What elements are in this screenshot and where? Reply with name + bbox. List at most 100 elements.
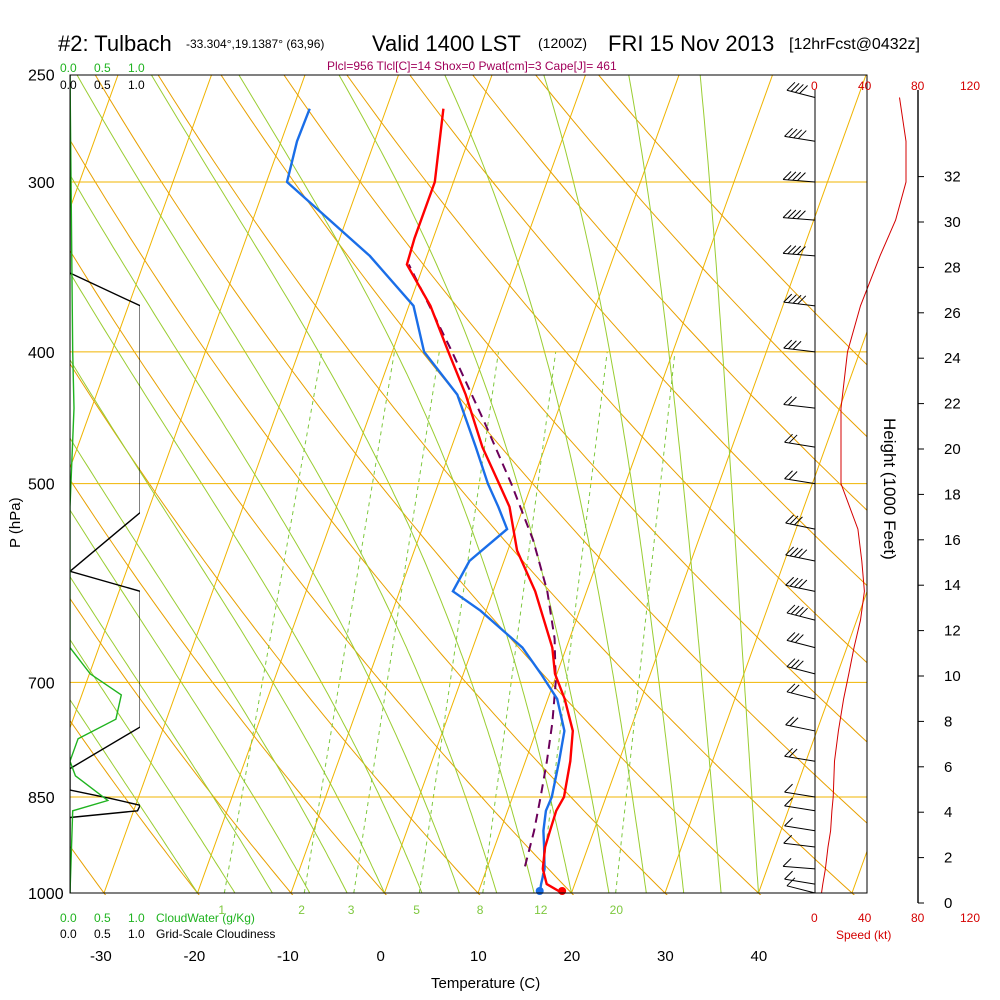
wind-barb-flag [783, 293, 793, 303]
cloudiness-bottom-tick-1: 0.5 [94, 927, 111, 941]
mixing-ratio-label: 12 [534, 903, 548, 917]
wind-barb-flag [797, 246, 806, 255]
wind-barb-flag [795, 634, 804, 643]
moist-adiabat [543, 75, 685, 894]
height-tick-label: 14 [944, 577, 961, 594]
wind-barb-flag [792, 340, 802, 350]
valid-time: Valid 1400 LST [372, 31, 521, 56]
dry-adiabat [409, 75, 867, 587]
wind-panel [782, 81, 907, 894]
dewpoint-surface-dot [535, 887, 544, 895]
dry-adiabat [283, 75, 867, 743]
moist-adiabat [70, 509, 311, 894]
moist-adiabat [70, 358, 385, 894]
dry-adiabat [70, 249, 575, 895]
moist-adiabat [628, 75, 722, 894]
wind-barb-flag [782, 209, 792, 218]
wind-barb-flag [782, 245, 792, 254]
speed-tick-bottom-1: 40 [858, 911, 872, 925]
isotherm [70, 75, 213, 470]
mixing-ratio-line [353, 351, 440, 894]
moist-adiabat [70, 271, 423, 894]
speed-label: Speed (kt) [836, 928, 891, 942]
wind-barb-flag [786, 658, 796, 668]
height-tick-label: 18 [944, 486, 961, 503]
wind-barb-flag [785, 716, 794, 726]
wind-barb-flag [789, 547, 799, 557]
wind-barb-flag [784, 783, 793, 793]
mixing-ratio-label: 5 [413, 903, 420, 917]
pressure-tick-label: 700 [28, 675, 55, 692]
cloudwater-tick-2: 1.0 [128, 61, 145, 75]
station-name: #2: Tulbach [58, 31, 172, 56]
wind-barb-flag [797, 172, 806, 181]
mixing-ratio-line [482, 351, 557, 894]
wind-barb-flag [782, 858, 792, 867]
wind-barb-flag [794, 516, 803, 526]
moist-adiabat [238, 75, 572, 894]
pressure-tick-label: 1000 [28, 886, 64, 903]
speed-tick-top-2: 80 [911, 79, 925, 93]
moist-adiabat [76, 75, 498, 894]
wind-barb [784, 805, 816, 812]
speed-tick-top-1: 40 [858, 79, 872, 93]
pressure-tick-label: 500 [28, 477, 55, 494]
wind-barb-flag [783, 339, 793, 349]
mixing-ratio-line [223, 351, 323, 894]
dry-adiabat [472, 75, 867, 511]
wind-barb-flag [797, 210, 806, 220]
speed-tick-bottom-2: 80 [911, 911, 925, 925]
wind-barb-flag [792, 245, 802, 255]
dry-adiabat [70, 597, 294, 895]
cloudiness-tick-2: 1.0 [128, 78, 145, 92]
speed-tick-bottom-0: 0 [811, 911, 818, 925]
wind-barb-flag [789, 577, 799, 587]
height-tick-label: 4 [944, 804, 952, 821]
cloudiness-tick-0: 0.0 [60, 78, 77, 92]
mixing-ratio-label: 3 [348, 903, 355, 917]
height-tick-label: 2 [944, 850, 952, 867]
speed-tick-top-3: 120 [960, 79, 980, 93]
wind-barb-flag [787, 245, 797, 255]
mixing-ratio-line [418, 351, 499, 894]
height-tick-label: 16 [944, 532, 961, 549]
wind-barb-flag [797, 130, 807, 139]
wind-barb-flag [788, 396, 797, 406]
temperature-tick-label: -20 [184, 948, 206, 965]
cloudwater-bottom-tick-0: 0.0 [60, 911, 77, 925]
wind-barb-flag [792, 210, 802, 219]
wind-barb [784, 878, 816, 885]
wind-barb-flag [790, 83, 800, 92]
wind-barb-flag [782, 171, 792, 180]
pressure-tick-label: 400 [28, 345, 55, 362]
wind-barb [783, 865, 816, 870]
wind-barb-flag [790, 684, 800, 694]
isotherm [758, 590, 867, 894]
dry-adiabat [70, 719, 200, 895]
height-tick-label: 0 [944, 895, 952, 912]
height-tick-label: 32 [944, 169, 961, 186]
wind-barb-flag [789, 515, 799, 525]
height-axis-title: Height (1000 Feet) [880, 418, 899, 560]
dry-adiabat [157, 75, 855, 895]
cloudwater-line [70, 75, 123, 894]
x-axis-title: Temperature (C) [431, 975, 540, 992]
mixing-ratio-label: 1 [218, 903, 225, 917]
moist-adiabat [70, 638, 236, 894]
mixing-ratio-line [303, 351, 395, 894]
height-tick-label: 6 [944, 759, 952, 776]
temperature-tick-label: -30 [90, 948, 112, 965]
wind-barb-flag [785, 514, 794, 524]
wind-barb-flag [798, 549, 808, 559]
wind-barb-flag [799, 85, 808, 94]
height-tick-label: 20 [944, 441, 961, 458]
cloudwater-tick-1: 0.5 [94, 61, 111, 75]
wind-barb-flag [797, 295, 807, 305]
wind-barb-flag [793, 129, 803, 139]
wind-barb-flag [790, 605, 800, 615]
cloudwater-tick-0: 0.0 [60, 61, 77, 75]
temperature-tick-label: 20 [564, 948, 581, 965]
cloudiness-tick-1: 0.5 [94, 78, 111, 92]
wind-barb-flag [784, 747, 793, 757]
